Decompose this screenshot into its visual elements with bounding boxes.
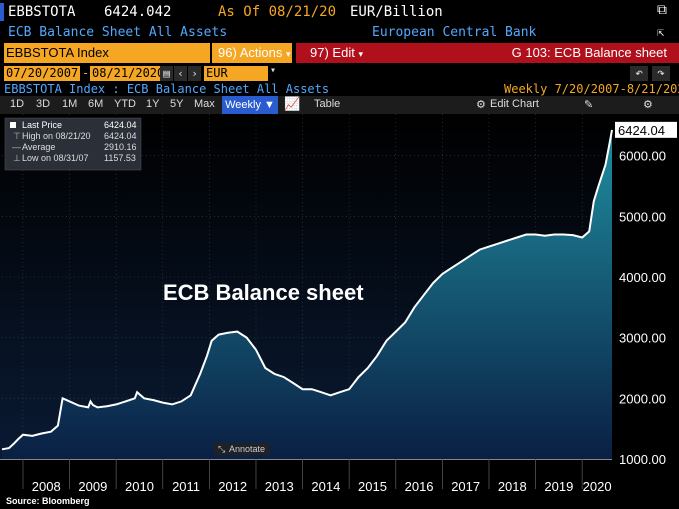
popout-icon[interactable]: ⇱	[657, 25, 665, 39]
legend-label-average: Average	[22, 142, 55, 152]
low-marker-icon: ⊥	[13, 153, 21, 163]
x-tick-label: 2014	[311, 479, 340, 494]
legend-value-average: 2910.16	[104, 142, 137, 152]
redo-icon[interactable]: ↷	[652, 66, 670, 81]
security-field[interactable]: EBBSTOTA Index	[4, 43, 210, 63]
x-tick-label: 2018	[498, 479, 527, 494]
period-5y[interactable]: 5Y	[170, 98, 184, 110]
x-axis: 2008 2009 2010 2011 2012 2013 2014 2015 2016 2017…	[0, 459, 612, 494]
actions-num: 96)	[218, 45, 237, 60]
period-3d[interactable]: 3D	[36, 98, 51, 110]
command-bar: EBBSTOTA Index 96) Actions ▾ 97) Edit ▾ …	[0, 43, 679, 63]
y-tick-label: 4000.00	[619, 270, 666, 285]
as-of-date: As Of 08/21/20	[218, 4, 337, 20]
currency-field[interactable]: EUR	[204, 66, 268, 81]
legend-value-low: 1157.53	[104, 153, 136, 163]
edit-num: 97)	[310, 45, 329, 60]
chart-settings-icon[interactable]: ⚙	[476, 99, 486, 111]
frequency-range: Weekly 7/20/2007-8/21/2020	[504, 82, 679, 96]
back-icon[interactable]: ‹	[174, 66, 187, 81]
y-tick-label: 2000.00	[619, 391, 666, 406]
edit-label: Edit	[332, 45, 355, 60]
chart-toolbar: 1D 3D 1M 6M YTD 1Y 5Y Max Weekly ▼ 📈 Tab…	[0, 96, 679, 114]
line-chart-icon[interactable]: 📈	[284, 96, 301, 111]
draw-icon[interactable]: ✎	[584, 99, 594, 111]
annotate-label: Annotate	[229, 444, 265, 454]
source-note: Source: Bloomberg	[6, 496, 90, 506]
legend-swatch-last	[10, 122, 16, 128]
ticker: EBBSTOTA	[8, 4, 76, 20]
calendar-icon[interactable]: ▤	[160, 66, 173, 81]
period-1y[interactable]: 1Y	[146, 98, 160, 110]
period-1m[interactable]: 1M	[62, 98, 78, 110]
x-tick-label: 2009	[78, 479, 107, 494]
actions-menu[interactable]: 96) Actions ▾	[212, 43, 292, 63]
period-ytd[interactable]: YTD	[114, 98, 136, 110]
chart-title: ECB Balance sheet	[163, 280, 364, 305]
date-separator: -	[82, 66, 90, 80]
x-tick-label: 2011	[172, 479, 200, 494]
chevron-down-icon[interactable]: ▾	[270, 65, 277, 76]
annotate-button[interactable]: ⤡ Annotate	[214, 443, 270, 455]
y-tick-label: 5000.00	[619, 209, 666, 224]
period-1d[interactable]: 1D	[10, 98, 25, 110]
y-tick-label: 3000.00	[619, 331, 666, 346]
legend-value-high: 6424.04	[104, 131, 137, 141]
last-value-label: 6424.04	[618, 123, 665, 138]
y-tick-label: 1000.00	[619, 452, 666, 467]
end-date-field[interactable]: 08/21/2020	[90, 66, 165, 81]
annotate-icon: ⤡	[218, 444, 225, 454]
chart-subtitle: EBBSTOTA Index : ECB Balance Sheet All A…	[4, 82, 330, 96]
legend: Last Price 6424.04 ⊤ High on 08/21/20 64…	[4, 117, 142, 171]
chevron-down-icon: ▾	[285, 49, 291, 59]
legend-label-high: High on 08/21/20	[22, 131, 91, 141]
last-value-marker: 6424.04	[615, 121, 677, 138]
x-tick-label: 2008	[32, 479, 61, 494]
forward-icon[interactable]: ›	[188, 66, 201, 81]
gear-icon[interactable]: ⚙	[643, 99, 653, 111]
x-tick-label: 2020	[583, 479, 612, 494]
table-button[interactable]: Table	[314, 98, 341, 110]
x-tick-label: 2016	[405, 479, 434, 494]
y-axis: 1000.00 2000.00 3000.00 4000.00 5000.00 6000.…	[619, 149, 666, 467]
x-tick-label: 2017	[451, 479, 480, 494]
start-date-field[interactable]: 07/20/2007	[4, 66, 80, 81]
legend-label-low: Low on 08/31/07	[22, 153, 89, 163]
window-icon[interactable]: ⧉	[657, 2, 667, 18]
data-line	[1, 129, 613, 451]
graph-title-bar: 97) Edit ▾ G 103: ECB Balance sheet	[296, 43, 679, 63]
description: ECB Balance Sheet All Assets	[8, 25, 228, 40]
frequency-label: Weekly	[225, 99, 261, 111]
date-range-bar: 07/20/2007 - 08/21/2020 ▤ ‹ › EUR ▾ ↶ ↷	[0, 65, 679, 82]
description-row: ECB Balance Sheet All Assets European Ce…	[0, 24, 679, 42]
legend-value-last: 6424.04	[104, 120, 137, 130]
units: EUR/Billion	[350, 4, 443, 20]
x-tick-label: 2012	[218, 479, 247, 494]
graph-title: G 103: ECB Balance sheet	[511, 45, 667, 60]
chevron-down-icon: ▾	[358, 49, 363, 59]
source-name: European Central Bank	[372, 25, 537, 40]
legend-label-last: Last Price	[22, 120, 62, 130]
x-tick-label: 2010	[125, 479, 154, 494]
x-tick-label: 2013	[265, 479, 294, 494]
period-6m[interactable]: 6M	[88, 98, 104, 110]
data-area	[2, 129, 612, 459]
edit-menu[interactable]: 97) Edit ▾	[310, 45, 363, 60]
subtitle-row: EBBSTOTA Index : ECB Balance Sheet All A…	[0, 82, 679, 96]
average-marker-icon: —	[12, 142, 21, 152]
security-header: EBBSTOTA 6424.042 As Of 08/21/20 EUR/Bil…	[0, 0, 679, 24]
last-value: 6424.042	[104, 4, 172, 20]
security-label: EBBSTOTA Index	[6, 45, 109, 60]
y-tick-label: 6000.00	[619, 149, 666, 164]
period-max[interactable]: Max	[194, 98, 215, 110]
edit-chart-button[interactable]: Edit Chart	[490, 98, 539, 110]
actions-label: Actions	[239, 45, 283, 60]
chart: 1000.00 2000.00 3000.00 4000.00 5000.00 6000.…	[0, 114, 677, 506]
x-tick-label: 2015	[358, 479, 387, 494]
x-tick-label: 2019	[544, 479, 573, 494]
header-marker	[0, 3, 4, 21]
undo-icon[interactable]: ↶	[630, 66, 648, 81]
frequency-select[interactable]: Weekly ▼	[222, 96, 278, 114]
high-marker-icon: ⊤	[13, 131, 21, 141]
